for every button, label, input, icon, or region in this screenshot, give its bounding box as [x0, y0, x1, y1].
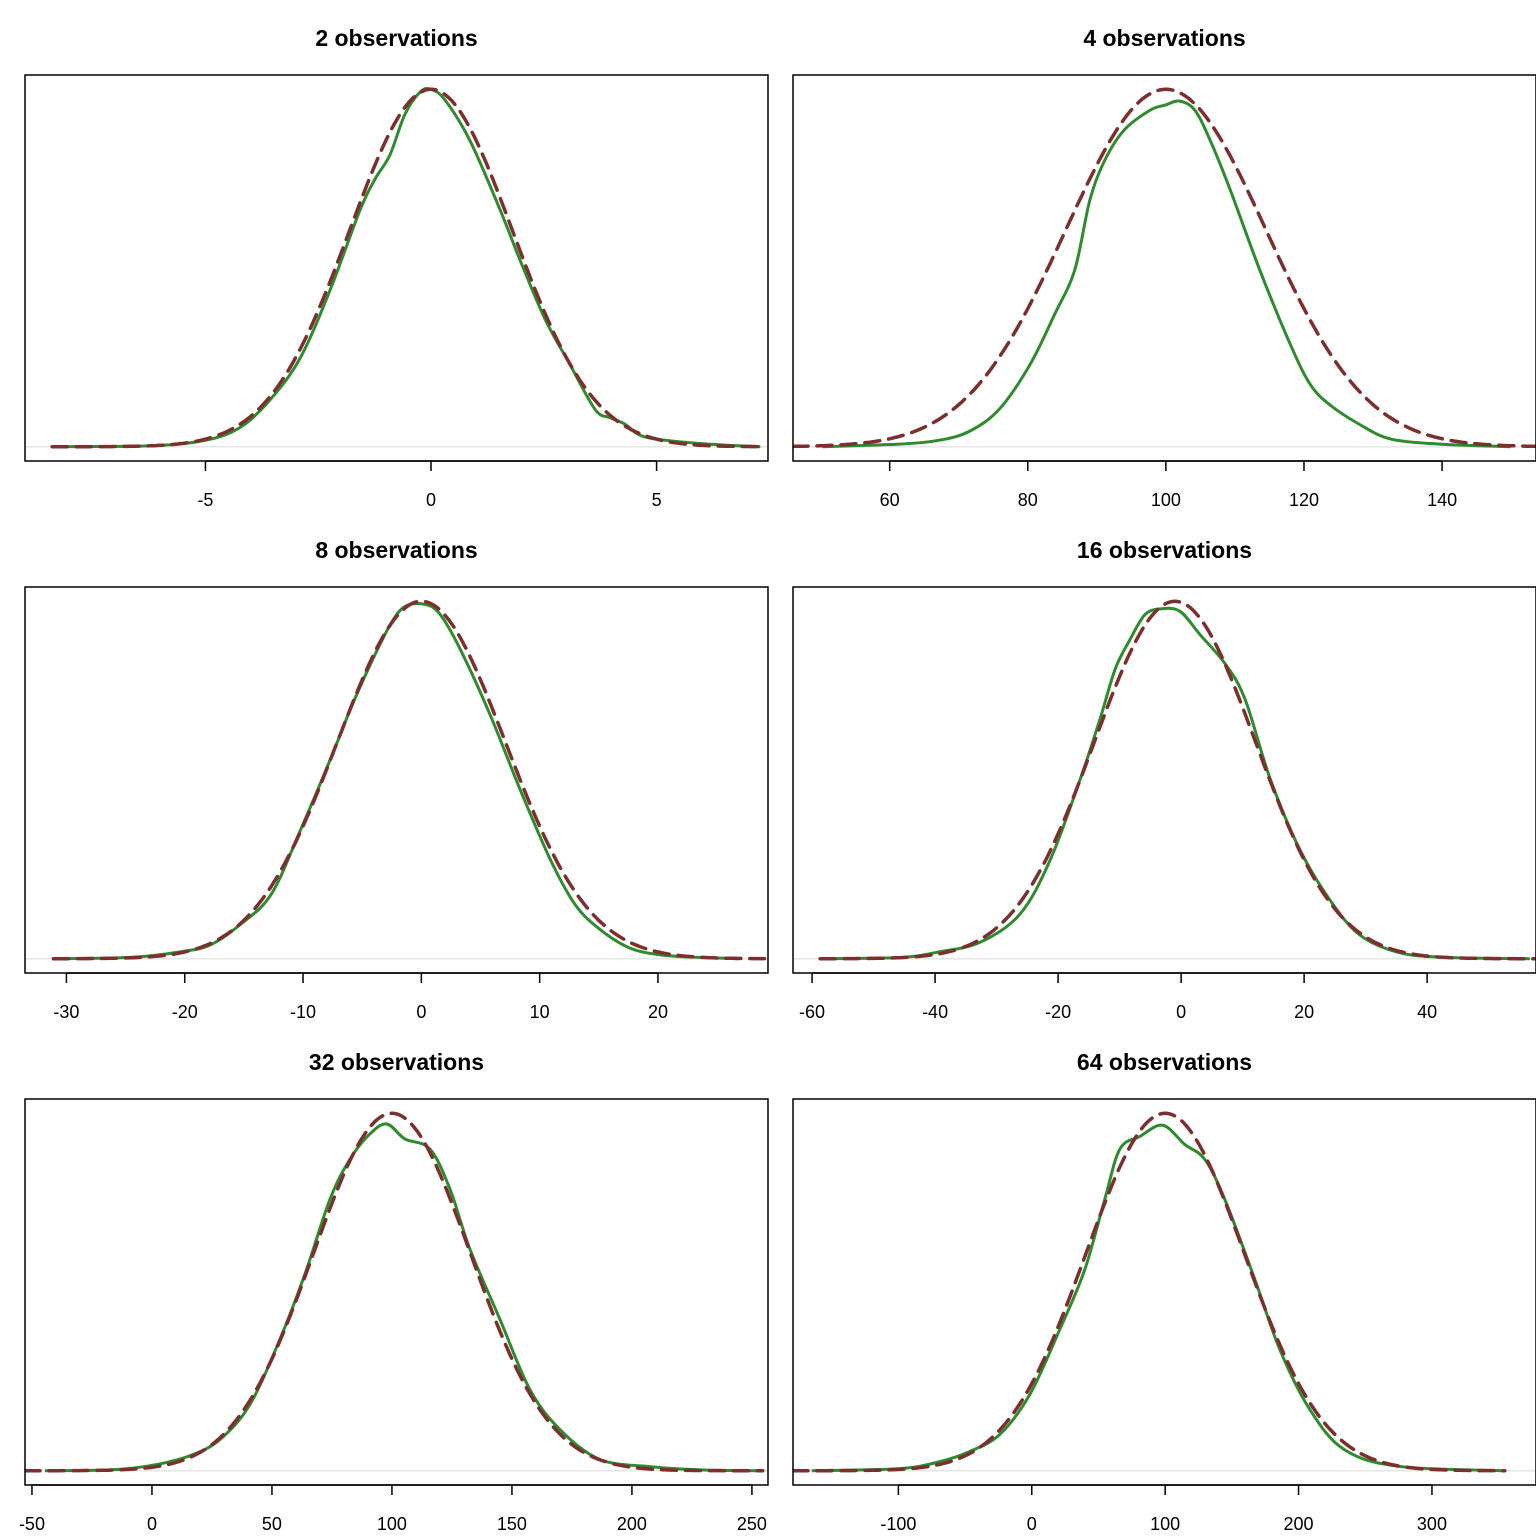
panel-title: 2 observations: [315, 25, 477, 51]
normal-density-line: [25, 1111, 765, 1473]
x-tick-label: 140: [1427, 490, 1457, 510]
panel-2: 4 observations 60 80 100 120 140: [792, 25, 1536, 510]
x-tick-label: 300: [1417, 1514, 1447, 1534]
x-tick-label: 20: [648, 1002, 668, 1022]
x-tick-label: 5: [652, 490, 662, 510]
panel-title: 4 observations: [1083, 25, 1245, 51]
x-tick-label: 250: [737, 1514, 767, 1534]
empirical-density-line: [53, 602, 740, 961]
plot-frame: [792, 1098, 1536, 1486]
x-tick-label: 120: [1289, 490, 1319, 510]
x-tick-label: -50: [19, 1514, 45, 1534]
x-axis: -5 0 5: [197, 460, 662, 510]
normal-density-line: [50, 87, 763, 449]
x-tick-label: 60: [880, 490, 900, 510]
x-tick-label: 100: [377, 1514, 407, 1534]
x-tick-label: 150: [497, 1514, 527, 1534]
x-tick-label: 20: [1294, 1002, 1314, 1022]
normal-density-line: [793, 87, 1536, 449]
x-axis: -60 -40 -20 0 20 40: [799, 972, 1437, 1022]
panel-3: 8 observations -30 -20 -10 0 10 20: [24, 537, 769, 1022]
x-tick-label: 0: [1027, 1514, 1037, 1534]
x-tick-label: 100: [1150, 1514, 1180, 1534]
normal-density-line: [818, 599, 1536, 961]
x-tick-label: 100: [1151, 490, 1181, 510]
x-tick-label: -40: [922, 1002, 948, 1022]
x-tick-label: 40: [1417, 1002, 1437, 1022]
x-axis: 60 80 100 120 140: [880, 460, 1457, 510]
x-tick-label: -60: [799, 1002, 825, 1022]
empirical-density-line: [52, 86, 761, 449]
x-tick-label: 200: [1284, 1514, 1314, 1534]
normal-density-line: [793, 1111, 1507, 1473]
x-axis: -100 0 100 200 300: [880, 1484, 1447, 1534]
panel-title: 64 observations: [1077, 1049, 1252, 1075]
empirical-density-line: [811, 1123, 1505, 1473]
x-tick-label: 0: [416, 1002, 426, 1022]
plot-frame: [24, 586, 769, 974]
panel-4: 16 observations -60 -40 -20 0 20 40: [792, 537, 1536, 1022]
empirical-density-line: [822, 99, 1511, 449]
x-tick-label: 200: [617, 1514, 647, 1534]
x-tick-label: 0: [147, 1514, 157, 1534]
x-tick-label: -30: [53, 1002, 79, 1022]
x-tick-label: -5: [197, 490, 213, 510]
panel-6: 64 observations -100 0 100 200 300: [792, 1049, 1536, 1534]
x-tick-label: -20: [172, 1002, 198, 1022]
x-axis: -30 -20 -10 0 10 20: [53, 972, 668, 1022]
panel-title: 8 observations: [315, 537, 477, 563]
empirical-density-line: [44, 1122, 760, 1473]
plot-frame: [792, 586, 1536, 974]
x-tick-label: 0: [426, 490, 436, 510]
plot-frame: [24, 1098, 769, 1486]
x-tick-label: -10: [290, 1002, 316, 1022]
x-tick-label: 0: [1176, 1002, 1186, 1022]
panel-5: 32 observations -50 0 50 100 150 200 250: [19, 1049, 769, 1534]
normal-density-line: [51, 599, 767, 961]
x-tick-label: 50: [262, 1514, 282, 1534]
empirical-density-line: [820, 606, 1530, 961]
x-tick-label: 10: [530, 1002, 550, 1022]
x-axis: -50 0 50 100 150 200 250: [19, 1484, 767, 1534]
panel-title: 32 observations: [309, 1049, 484, 1075]
x-tick-label: 80: [1018, 490, 1038, 510]
x-tick-label: -100: [880, 1514, 916, 1534]
panel-title: 16 observations: [1077, 537, 1252, 563]
plot-frame: [792, 74, 1536, 462]
x-tick-label: -20: [1045, 1002, 1071, 1022]
panel-1: 2 observations -5 0 5: [24, 25, 769, 510]
